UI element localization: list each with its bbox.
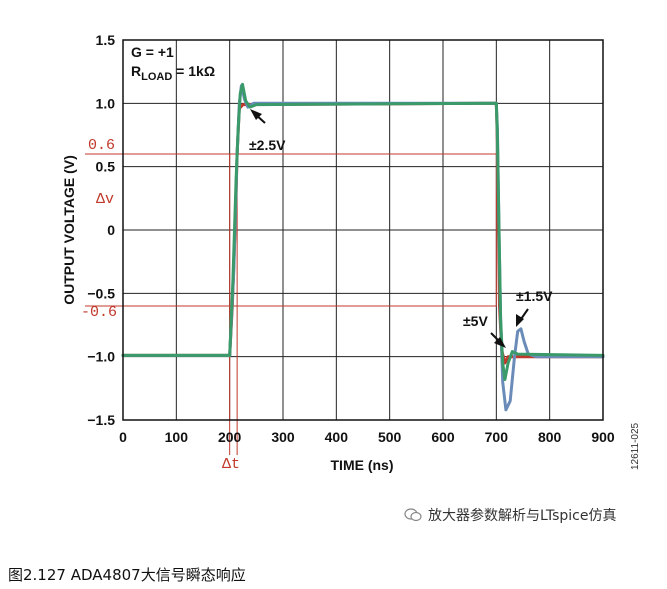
level-pos-label: 0.6 <box>88 137 115 154</box>
delta-t-label: Δt <box>222 456 240 473</box>
rload-subscript: LOAD <box>141 71 172 83</box>
arrow-5v <box>490 332 506 348</box>
chart: 0 100 200 300 400 500 600 700 800 900 −1.5 −1.0 −0.5… <box>61 32 641 473</box>
y-tick-label: −1.0 <box>87 349 115 365</box>
label-5v: ±5V <box>463 313 488 329</box>
delta-v-label: Δv <box>96 191 114 208</box>
y-axis-title: OUTPUT VOLTAGE (V) <box>61 155 77 305</box>
plot-frame <box>122 39 604 421</box>
figure-id: 12611-025 <box>630 422 641 470</box>
rload-main: R <box>131 63 141 79</box>
y-tick-label: 1.5 <box>96 32 116 48</box>
series-line-1 <box>121 84 605 412</box>
series-group <box>121 82 605 412</box>
x-tick-label: 400 <box>325 429 349 445</box>
watermark: 放大器参数解析与LTspice仿真 <box>404 505 617 525</box>
x-axis-title: TIME (ns) <box>331 457 394 473</box>
series-line-2 <box>121 82 605 381</box>
series-line-0 <box>121 101 605 365</box>
y-tick-label: 1.0 <box>96 95 116 111</box>
x-tick-label: 700 <box>485 429 509 445</box>
arrow-2-5v <box>250 109 266 124</box>
rload-annotation: RLOAD = 1kΩ <box>131 63 215 83</box>
level-neg-label: -0.6 <box>81 304 117 321</box>
label-2-5v: ±2.5V <box>249 137 286 153</box>
x-tick-label: 100 <box>165 429 189 445</box>
grid <box>122 39 604 421</box>
red-marker-lines <box>85 153 497 455</box>
y-tick-label: 0 <box>107 222 115 238</box>
y-tick-label: 0.5 <box>96 159 116 175</box>
figure-caption: 图2.127 ADA4807大信号瞬态响应 <box>8 566 246 584</box>
watermark-text: 放大器参数解析与LTspice仿真 <box>428 508 617 524</box>
x-tick-label: 200 <box>218 429 242 445</box>
y-tick-label: −1.5 <box>87 412 115 428</box>
tick-labels: 0 100 200 300 400 500 600 700 800 900 −1.5 −1.0 −0.5… <box>87 32 615 445</box>
gain-annotation: G = +1 <box>131 44 174 60</box>
x-tick-label: 900 <box>591 429 615 445</box>
x-tick-label: 0 <box>119 429 127 445</box>
arrow-1-5v <box>516 308 529 327</box>
wechat-icon <box>404 508 422 522</box>
x-tick-label: 500 <box>378 429 402 445</box>
label-1-5v: ±1.5V <box>516 288 553 304</box>
y-tick-label: −0.5 <box>87 285 115 301</box>
x-tick-label: 800 <box>538 429 562 445</box>
x-tick-label: 300 <box>271 429 295 445</box>
x-tick-label: 600 <box>431 429 455 445</box>
rload-value: = 1kΩ <box>172 63 215 79</box>
